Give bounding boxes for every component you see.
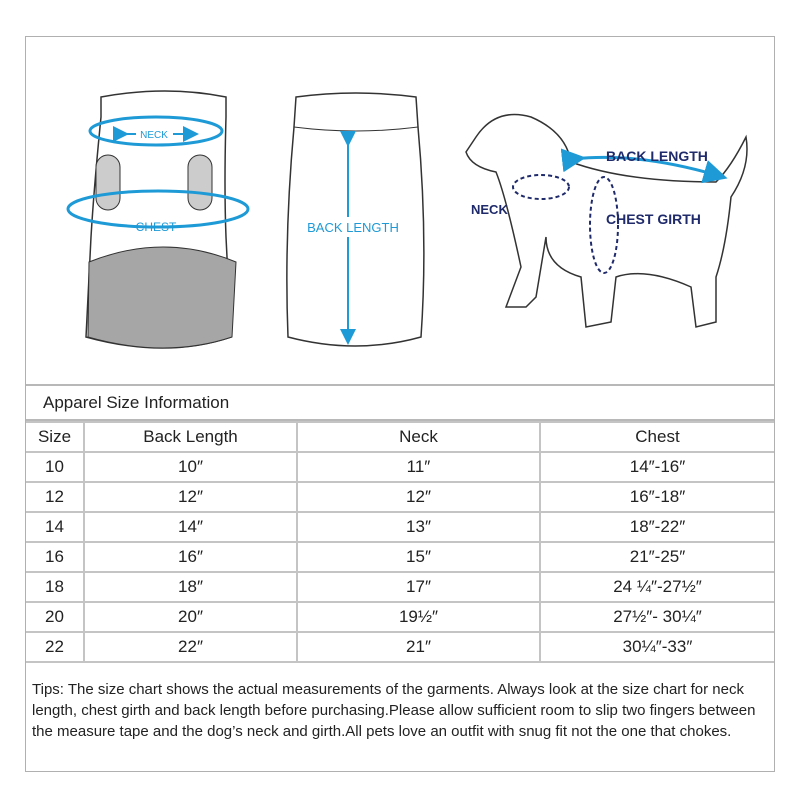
cell: 22″ (83, 631, 298, 663)
measurement-illustration: NECK CHEST BACK LENGTH BACK LENGTH NECK … (66, 90, 748, 349)
cell: 16″ (83, 541, 298, 573)
dog-chest-girth-label: CHEST GIRTH (606, 211, 701, 227)
cell: 18 (26, 571, 85, 603)
header-size: Size (26, 421, 85, 453)
cell: 20 (26, 601, 85, 633)
dog-neck-label: NECK (471, 202, 508, 217)
garment-front-drawing: NECK CHEST (66, 90, 250, 349)
cell: 21″ (296, 631, 541, 663)
cell: 13″ (296, 511, 541, 543)
cell: 12″ (83, 481, 298, 513)
cell: 11″ (296, 451, 541, 483)
table-title: Apparel Size Information (26, 384, 774, 421)
header-chest: Chest (539, 421, 774, 453)
cell: 27½″- 30¼″ (539, 601, 774, 633)
cell: 10 (26, 451, 85, 483)
size-chart: NECK CHEST BACK LENGTH BACK LENGTH NECK … (25, 36, 775, 772)
cell: 14″-16″ (539, 451, 774, 483)
cell: 20″ (83, 601, 298, 633)
garment-back-drawing: BACK LENGTH (286, 92, 425, 347)
table-row: 10 10″ 11″ 14″-16″ (26, 451, 774, 483)
table-row: 22 22″ 21″ 30¼″-33″ (26, 631, 774, 663)
dog-back-length-label: BACK LENGTH (606, 148, 708, 164)
cell: 17″ (296, 571, 541, 603)
cell: 19½″ (296, 601, 541, 633)
cell: 16″-18″ (539, 481, 774, 513)
cell: 10″ (83, 451, 298, 483)
table-row: 20 20″ 19½″ 27½″- 30¼″ (26, 601, 774, 633)
cell: 24 ¼″-27½″ (539, 571, 774, 603)
cell: 18″-22″ (539, 511, 774, 543)
table-row: 16 16″ 15″ 21″-25″ (26, 541, 774, 573)
tips-text: Tips: The size chart shows the actual me… (32, 681, 756, 740)
cell: 12″ (296, 481, 541, 513)
table-row: 14 14″ 13″ 18″-22″ (26, 511, 774, 543)
header-neck: Neck (296, 421, 541, 453)
cell: 30¼″-33″ (539, 631, 774, 663)
front-neck-label: NECK (140, 130, 168, 141)
front-chest-label: CHEST (136, 220, 177, 234)
header-back-length: Back Length (83, 421, 298, 453)
cell: 15″ (296, 541, 541, 573)
cell: 16 (26, 541, 85, 573)
cell: 14 (26, 511, 85, 543)
table-row: 12 12″ 12″ 16″-18″ (26, 481, 774, 513)
cell: 12 (26, 481, 85, 513)
cell: 22 (26, 631, 85, 663)
size-table: Size Back Length Neck Chest 10 10″ 11″ 14″-… (26, 421, 774, 663)
cell: 21″-25″ (539, 541, 774, 573)
back-length-label: BACK LENGTH (307, 220, 399, 235)
table-row: 18 18″ 17″ 24 ¼″-27½″ (26, 571, 774, 603)
dog-drawing: BACK LENGTH NECK CHEST GIRTH (465, 113, 748, 328)
cell: 18″ (83, 571, 298, 603)
table-header-row: Size Back Length Neck Chest (26, 421, 774, 453)
cell: 14″ (83, 511, 298, 543)
